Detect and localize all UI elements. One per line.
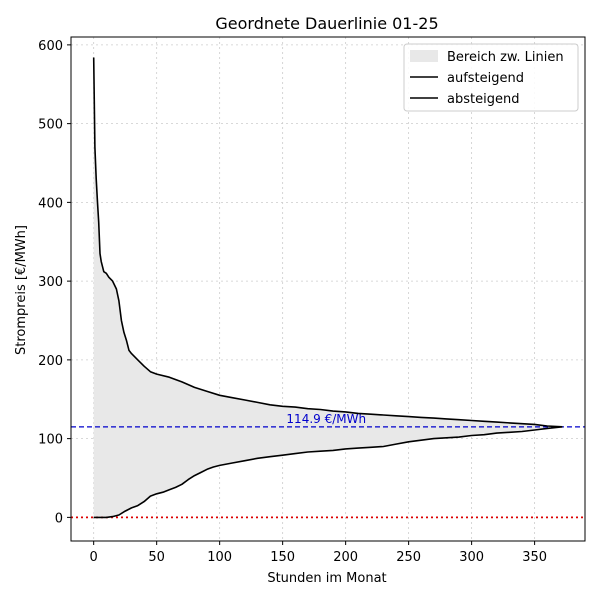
x-axis-label: Stunden im Monat <box>267 571 386 586</box>
y-tick-label: 0 <box>55 511 63 526</box>
y-tick-label: 600 <box>38 39 63 54</box>
y-tick-label: 200 <box>38 354 63 369</box>
x-tick-label: 350 <box>522 550 547 565</box>
plot-frame <box>70 36 586 542</box>
x-tick-label: 100 <box>207 550 232 565</box>
y-tick-label: 300 <box>38 275 63 290</box>
legend-entry-label: aufsteigend <box>447 71 524 86</box>
descending-series-line <box>92 57 563 428</box>
y-tick-label: 100 <box>38 433 63 448</box>
mean-price-label: 114.9 €/MWh <box>286 412 366 426</box>
x-tick-label: 50 <box>148 550 165 565</box>
y-axis-label: Strompreis [€/MWh] <box>14 225 29 355</box>
x-axis-ticks: 0 50 100 150 200 250 300 350 <box>90 541 547 565</box>
x-tick-label: 0 <box>90 550 98 565</box>
area-between-lines <box>93 57 563 518</box>
chart-title: Geordnete Dauerlinie 01-25 <box>215 14 438 33</box>
ascending-series-line <box>93 426 563 519</box>
legend-swatch-fill <box>410 50 438 62</box>
x-tick-label: 150 <box>270 550 295 565</box>
y-axis-ticks: 0 100 200 300 400 500 600 <box>38 39 71 526</box>
x-tick-label: 250 <box>396 550 421 565</box>
plot-area: 114.9 €/MWh <box>71 57 585 519</box>
y-tick-label: 500 <box>38 118 63 133</box>
legend-entry-label: Bereich zw. Linien <box>447 50 564 65</box>
x-tick-label: 300 <box>459 550 484 565</box>
x-tick-label: 200 <box>333 550 358 565</box>
legend-box <box>403 43 579 112</box>
legend-entry-label: absteigend <box>447 92 519 107</box>
legend: Bereich zw. Linien aufsteigend absteigend <box>403 43 579 112</box>
y-tick-label: 400 <box>38 196 63 211</box>
